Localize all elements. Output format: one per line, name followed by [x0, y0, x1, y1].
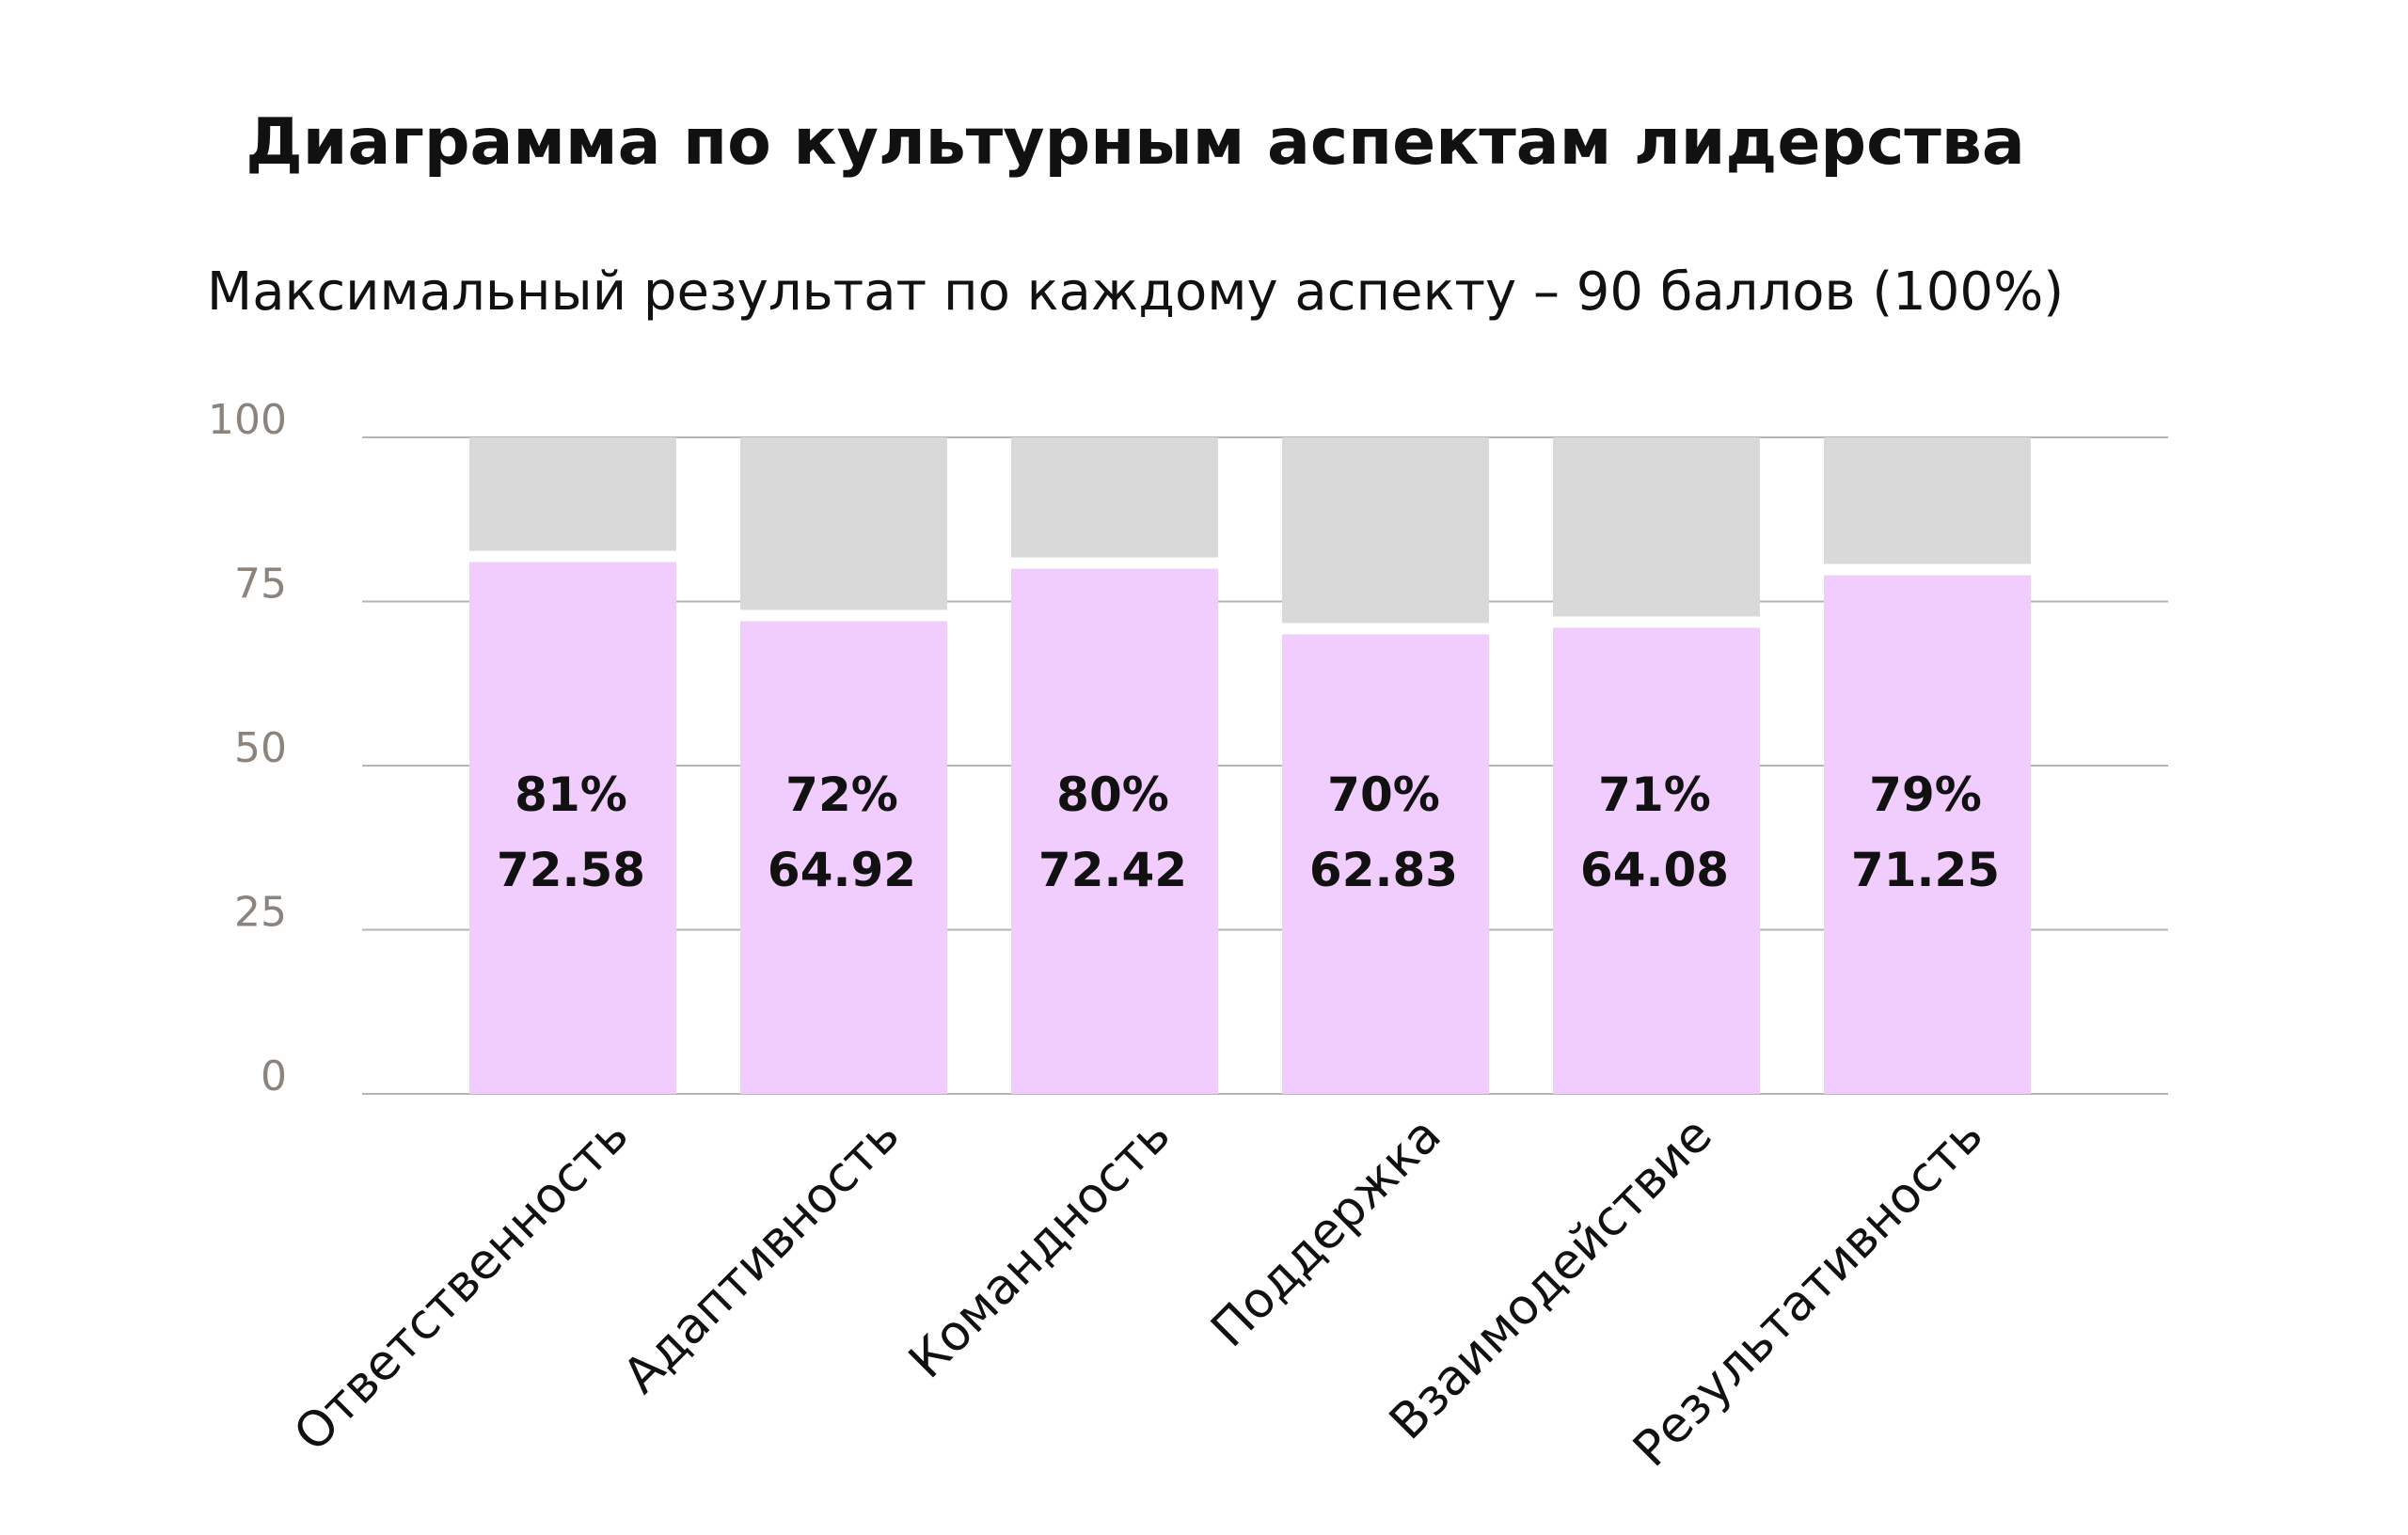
bar-percent-label: 79% [1869, 768, 1982, 822]
bar-percent-label: 80% [1056, 768, 1169, 822]
bar-remainder [1553, 437, 1760, 617]
category-label: Поддержка [1201, 1107, 1452, 1358]
bar-score-label: 64.92 [768, 843, 916, 897]
bars [469, 437, 2031, 1094]
bar-value [740, 621, 947, 1094]
bar-value [469, 562, 676, 1094]
bar-score-label: 72.58 [497, 843, 645, 897]
bar-value [1011, 568, 1218, 1094]
bar-value [1824, 575, 2031, 1094]
bar-score-label: 71.25 [1851, 843, 2000, 897]
bar-value [1553, 627, 1760, 1094]
y-tick-label: 25 [234, 889, 287, 937]
y-tick-label: 75 [234, 561, 287, 609]
category-label: Командность [898, 1107, 1181, 1390]
bar-percent-label: 81% [515, 768, 627, 822]
bar-remainder [1282, 437, 1489, 624]
y-axis-ticks: 0 25 50 75 100 [208, 396, 287, 1100]
bar-percent-label: 70% [1327, 768, 1440, 822]
bar-percent-label: 71% [1598, 768, 1711, 822]
bar-score-label: 62.83 [1309, 843, 1458, 897]
bar-remainder [469, 437, 676, 551]
y-tick-label: 100 [208, 396, 287, 444]
chart-title: Диаграмма по культурным аспектам лидерст… [246, 105, 2025, 180]
bar-labels: 81% 72.58 72% 64.92 80% 72.42 70% 62.83 71% 64.08… [497, 768, 2000, 897]
bar-value [1282, 634, 1489, 1094]
bar-percent-label: 72% [785, 768, 898, 822]
bar-score-label: 72.42 [1038, 843, 1187, 897]
y-tick-label: 50 [234, 724, 287, 772]
bar-remainder [1824, 437, 2031, 564]
y-tick-label: 0 [261, 1052, 287, 1100]
category-label: Ответственность [283, 1107, 639, 1463]
category-label: Адаптивность [612, 1107, 910, 1404]
chart-subtitle: Максимальный результат по каждому аспект… [206, 261, 2065, 323]
bar-remainder [740, 437, 947, 610]
bar-remainder [1011, 437, 1218, 558]
bar-score-label: 64.08 [1580, 843, 1729, 897]
